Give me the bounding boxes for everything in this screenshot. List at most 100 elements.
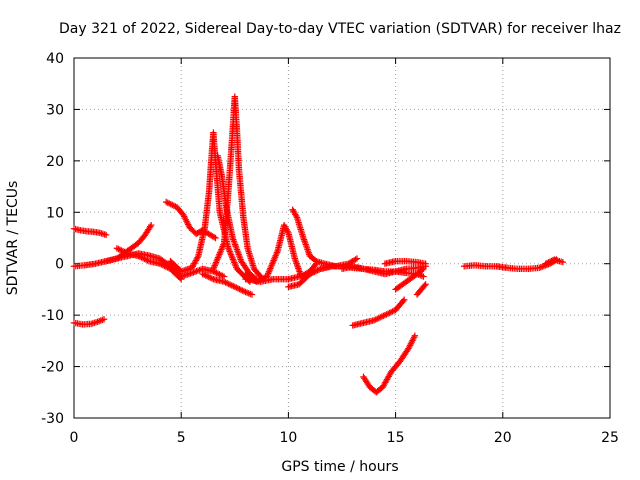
plus-marker <box>411 332 419 339</box>
x-tick-label: 0 <box>70 430 79 446</box>
series-track-q <box>349 296 408 329</box>
plus-marker <box>102 231 110 239</box>
series-track-u <box>461 256 560 273</box>
plus-marker <box>158 261 165 268</box>
y-tick-label: 0 <box>55 257 64 273</box>
plus-marker <box>164 264 171 271</box>
data-marks <box>70 93 567 396</box>
plus-marker <box>545 259 552 266</box>
plus-marker <box>418 266 426 274</box>
plus-marker <box>420 265 427 273</box>
plus-marker <box>386 309 393 317</box>
plus-marker <box>378 313 386 320</box>
plus-marker <box>389 308 396 315</box>
plus-marker <box>169 201 176 209</box>
plus-marker <box>161 262 168 270</box>
series-track-t <box>360 332 419 396</box>
plus-marker <box>176 274 184 282</box>
plus-marker <box>233 284 240 291</box>
y-tick-label: 10 <box>46 205 64 221</box>
plus-marker <box>147 223 154 230</box>
plus-marker <box>400 296 408 303</box>
y-tick-label: -10 <box>41 308 64 324</box>
plus-marker <box>234 285 242 292</box>
axis-ticks <box>73 57 611 419</box>
plus-marker <box>113 245 121 252</box>
plus-marker <box>399 297 407 305</box>
plus-marker <box>166 200 173 207</box>
plus-marker <box>374 315 381 323</box>
plus-marker <box>194 254 201 261</box>
plus-marker <box>162 263 170 270</box>
plus-marker <box>380 312 387 320</box>
plus-marker <box>211 268 219 276</box>
plus-marker <box>119 248 127 255</box>
x-tick-label: 20 <box>494 430 512 446</box>
plus-marker <box>227 281 234 288</box>
plus-marker <box>208 275 216 282</box>
plus-marker <box>546 258 554 265</box>
series-track-a <box>70 225 110 239</box>
plus-marker <box>210 233 218 241</box>
plus-marker <box>162 198 170 206</box>
plus-marker <box>167 201 174 208</box>
plus-marker <box>170 202 178 209</box>
plus-marker <box>223 279 231 287</box>
y-tick-label: -20 <box>41 360 64 376</box>
plus-marker <box>122 249 130 256</box>
series-track-r <box>392 265 427 293</box>
y-tick-label: 30 <box>46 102 64 118</box>
plus-marker <box>200 271 208 278</box>
plus-marker <box>212 234 219 242</box>
plus-marker <box>375 314 382 322</box>
plus-marker <box>216 271 223 278</box>
plus-marker <box>207 274 214 281</box>
series-track-f <box>162 198 219 242</box>
grid <box>74 58 610 418</box>
plus-marker <box>225 280 232 288</box>
plus-marker <box>147 221 155 229</box>
plus-marker <box>381 311 389 319</box>
plus-marker <box>315 266 323 273</box>
plot-frame <box>73 57 611 419</box>
plus-marker <box>222 279 229 286</box>
plus-marker <box>217 271 225 279</box>
plus-marker <box>156 260 163 267</box>
plus-marker <box>236 285 243 293</box>
plus-marker <box>121 248 128 256</box>
plus-marker <box>387 309 395 316</box>
plus-marker <box>213 269 220 277</box>
plus-marker <box>352 256 359 263</box>
plus-marker <box>115 245 122 253</box>
plus-marker <box>240 288 248 295</box>
series-track-o <box>338 263 429 278</box>
series-track-d <box>102 221 155 265</box>
plus-marker <box>308 270 315 277</box>
plus-marker <box>214 270 222 277</box>
plus-marker <box>248 291 256 298</box>
plus-marker <box>420 273 427 280</box>
plus-marker <box>204 273 211 280</box>
plus-marker <box>144 257 151 264</box>
x-tick-label: 5 <box>177 430 186 446</box>
series-track-e <box>113 245 185 283</box>
x-tick-label: 25 <box>601 430 619 446</box>
x-axis-label: GPS time / hours <box>281 459 398 475</box>
series-track-l <box>289 206 361 270</box>
plus-marker <box>384 310 392 317</box>
plus-marker <box>202 272 209 279</box>
plus-marker <box>164 199 171 206</box>
plus-marker <box>422 260 429 267</box>
plus-marker <box>548 257 555 265</box>
plus-marker <box>142 256 150 263</box>
plus-marker <box>377 314 384 321</box>
plus-marker <box>231 283 238 291</box>
plus-marker <box>542 260 549 267</box>
x-tick-label: 10 <box>279 430 297 446</box>
series-track-v <box>542 256 567 267</box>
y-tick-label: 20 <box>46 154 64 170</box>
plus-marker <box>353 255 361 262</box>
plus-marker <box>178 275 185 283</box>
y-axis-label: SDTVAR / TECUs <box>5 181 21 296</box>
plus-marker <box>312 267 320 275</box>
